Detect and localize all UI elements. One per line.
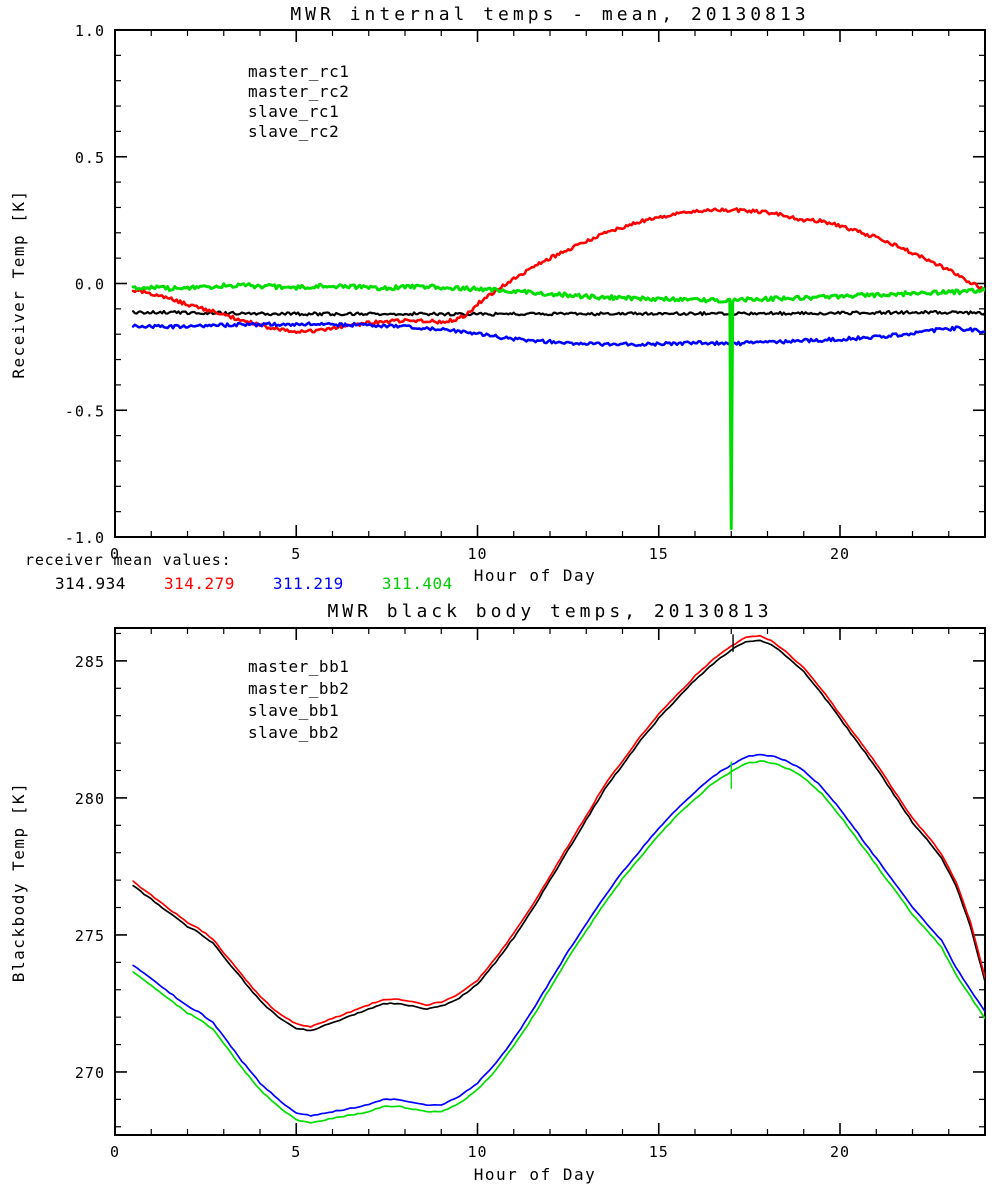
x-tick-label: 0 [110,545,120,563]
axes-box [114,29,986,538]
mean-value: 314.279 [163,574,235,593]
series-line-master_rc1 [132,309,985,317]
y-tick-label: 0.0 [75,276,105,294]
mean-value: 311.404 [381,574,453,593]
x-tick-label: 10 [467,545,487,563]
legend-label-master_rc2: master_rc2 [248,82,349,101]
x-tick-label: 15 [649,545,669,563]
series-line-master_bb1 [132,639,985,1032]
y-tick-label: 270 [75,1064,105,1082]
chart-1: 0 5 10 15 20 270 275 280 285 master_bb1 master_bb2… [75,627,986,1161]
y-tick-label: 280 [75,790,105,808]
x-tick-label: 15 [649,1143,669,1161]
series-line-slave_bb1 [132,753,985,1117]
x-tick-label: 0 [110,1143,120,1161]
y-tick-label: 275 [75,927,105,945]
legend-label-slave_bb2: slave_bb2 [248,723,339,742]
chart1-yaxis-label: Receiver Temp [K] [9,189,28,378]
y-tick-label: -0.5 [65,402,105,420]
legend-label-master_bb2: master_bb2 [248,679,349,698]
chart2-xaxis-label: Hour of Day [474,1165,596,1184]
series-line-master_bb2 [132,634,985,1028]
x-tick-label: 5 [291,1143,301,1161]
series-line-slave_rc1 [131,321,985,348]
legend-label-slave_bb1: slave_bb1 [248,701,339,720]
mean-value: 311.219 [272,574,344,593]
x-tick-label: 10 [467,1143,487,1161]
y-tick-label: 1.0 [75,22,105,40]
chart2-title: MWR black body temps, 20130813 [327,601,772,622]
mean-values-annotation: receiver mean values: 314.934 314.279 311.… [25,551,453,593]
legend-label-master_bb1: master_bb1 [248,657,349,676]
legend-label-slave_rc2: slave_rc2 [248,122,339,141]
legend-label-master_rc1: master_rc1 [248,62,349,81]
chart1-title: MWR internal temps - mean, 20130813 [290,4,809,25]
legend-label-slave_rc1: slave_rc1 [248,102,339,121]
y-tick-label: 0.5 [75,149,105,167]
x-tick-label: 20 [830,545,850,563]
mean-values-row: 314.934 314.279 311.219 311.404 [55,574,453,593]
series-line-slave_rc2 [131,282,985,530]
series-line-master_rc2 [131,207,985,334]
mean-value: 314.934 [55,574,126,593]
x-tick-label: 5 [291,545,301,563]
x-tick-label: 20 [830,1143,850,1161]
chart-0: 0 5 10 15 20 -1.0 -0.5 0.0 0.5 1.0 master_rc1maste… [65,22,986,563]
mean-values-label: receiver mean values: [25,551,232,569]
y-tick-label: 285 [75,653,105,671]
chart1-xaxis-label: Hour of Day [474,566,596,585]
chart-layer: 0 5 10 15 20-1.0-0.50.00.51.0master_rc1maste… [65,22,986,1161]
chart2-yaxis-label: Blackbody Temp [K] [9,782,28,982]
y-tick-label: -1.0 [65,529,105,547]
series-line-slave_bb2 [132,760,985,1124]
